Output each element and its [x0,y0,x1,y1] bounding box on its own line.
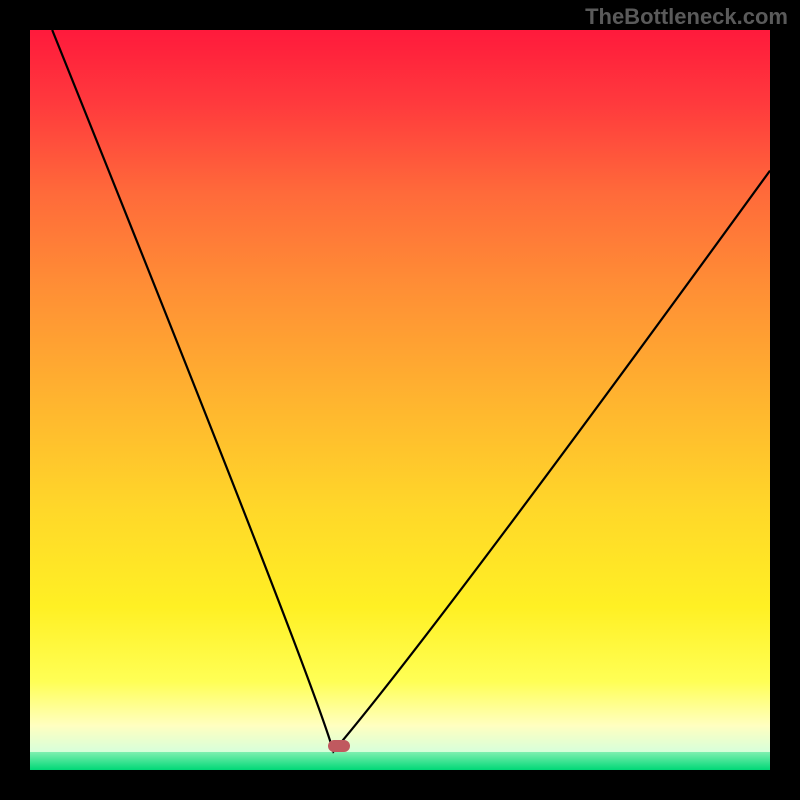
watermark-text: TheBottleneck.com [585,4,788,30]
chart-frame: TheBottleneck.com [0,0,800,800]
optimum-marker [328,740,350,752]
plot-area [30,30,770,770]
curve-path [52,30,770,752]
border-left [0,0,30,800]
border-right [770,0,800,800]
bottleneck-curve [30,30,770,770]
border-bottom [0,770,800,800]
